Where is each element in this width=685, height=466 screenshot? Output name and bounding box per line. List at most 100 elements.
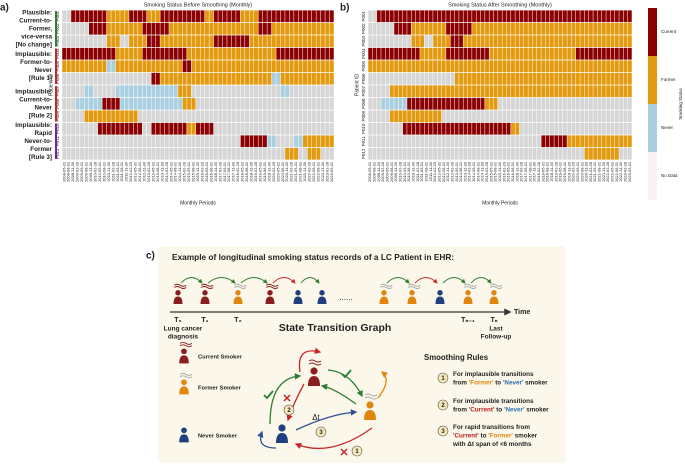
time-note: Follow-up [481,334,512,341]
person-head [181,427,187,434]
x-axis-label: Monthly Periods [482,200,518,206]
cross [340,448,348,456]
person-head [175,290,181,296]
x-tick-label: 2008-05-31 [61,162,66,182]
x-tick-label: 2009-05-31 [79,162,84,182]
x-tick-label: 2009-02-28 [380,162,385,182]
x-tick-label: 2009-11-30 [88,161,93,181]
diagram-title: Example of longitudinal smoking status r… [172,252,454,262]
y-tick-label: P009 [55,111,60,122]
cross [283,394,291,402]
graph-edge [286,383,305,422]
x-tick-label: 2022-05-31 [311,162,316,182]
status-run [249,35,334,48]
x-tick-label: 2019-05-31 [558,162,563,182]
status-run [258,10,334,23]
x-tick-label: 2017-08-31 [527,162,532,182]
group-rule: [Rule 3] [29,154,52,161]
x-tick-label: 2022-08-31 [315,162,320,182]
rule-segment: For implausible transitions [453,371,534,378]
status-run [454,72,632,85]
rule-segment: 'Former' [469,379,494,386]
y-tick-label: P009 [361,111,366,122]
status-run [146,35,161,48]
x-tick-label: 2010-08-31 [406,162,411,182]
x-tick-label: 2014-02-28 [467,162,472,182]
time-note: Last [489,326,503,333]
person-body [407,296,417,304]
rule-text: with Δt span of <6 months [452,441,532,448]
status-run [307,147,321,160]
status-run [567,135,632,148]
person-head [267,290,273,296]
x-tick-label: 2013-11-30 [159,161,164,181]
status-run [62,110,85,123]
legend-title: Smoking Status [678,87,683,119]
status-run [302,135,334,148]
y-tick-label: P007 [361,86,366,97]
person-head [295,290,301,296]
time-point: Tₙ [490,317,497,324]
transition-arc [207,277,236,284]
x-tick-label: 2019-08-31 [562,162,567,182]
person-head [437,290,443,296]
x-tick-label: 2018-08-31 [545,162,550,182]
x-tick-label: 2020-11-30 [284,161,289,181]
x-tick-label: 2021-05-31 [592,162,597,182]
status-run [368,97,381,110]
rule-segment: with [452,441,467,448]
person-body [179,434,189,443]
x-tick-label: 2015-05-31 [186,162,191,182]
rule-text: For implausible transitions [453,371,534,378]
rule-segment: For implausible transitions [453,398,534,405]
status-run [368,110,390,123]
chart-title: Smoking Status Before Smoothing (Monthly… [144,2,253,8]
panel-label: c) [146,251,155,262]
status-run [376,10,632,23]
x-tick-label: 2016-11-30 [213,161,218,181]
x-tick-label: 2011-11-30 [428,161,433,181]
person-body [233,296,243,304]
x-tick-label: 2020-05-31 [275,162,280,182]
rule-segment: 'Former' [488,432,513,439]
status-run [106,10,129,23]
status-run [484,97,498,110]
x-tick-label: 2017-11-30 [532,161,537,181]
rule-badge [437,425,449,437]
transition-arc [442,277,466,284]
legend-label: Never [661,125,674,130]
group-rule: [Rule 2] [29,112,52,119]
transition-arc [300,277,320,284]
x-tick-label: 2014-11-30 [480,161,485,181]
x-tick-label: 2017-08-31 [226,162,231,182]
rule-number: 1 [441,376,445,382]
person-head [202,290,208,296]
x-tick-label: 2010-08-31 [101,162,106,182]
x-tick-label: 2017-11-30 [231,161,236,181]
x-tick-label: 2016-11-30 [514,161,519,181]
person-body [173,296,183,304]
y-axis-label: Patient ID [354,74,360,96]
x-tick-label: 2009-11-30 [393,161,398,181]
group-line: Never [34,67,52,74]
x-tick-label: 2017-05-31 [523,162,528,182]
rule-segment: 'Never' [503,379,524,386]
status-run [497,97,632,110]
person-body [489,296,499,304]
x-tick-label: 2023-02-28 [623,162,628,182]
x-tick-label: 2020-08-31 [280,162,285,182]
x-tick-label: 2009-02-28 [75,162,80,182]
status-run [182,97,196,110]
y-tick-label: P001 [361,11,366,22]
status-run [471,22,632,35]
x-tick-label: 2014-08-31 [173,162,178,182]
rule-segment: from [453,406,469,413]
graph-edge [377,371,389,399]
rule-number: 1 [355,449,359,455]
x-tick-label: 2019-02-28 [253,162,258,182]
x-tick-label: 2013-08-31 [155,162,160,182]
person-body [179,355,189,364]
person-body [317,296,327,304]
group-line: Never-to- [24,138,52,145]
group-label: Implausible: [15,122,52,129]
